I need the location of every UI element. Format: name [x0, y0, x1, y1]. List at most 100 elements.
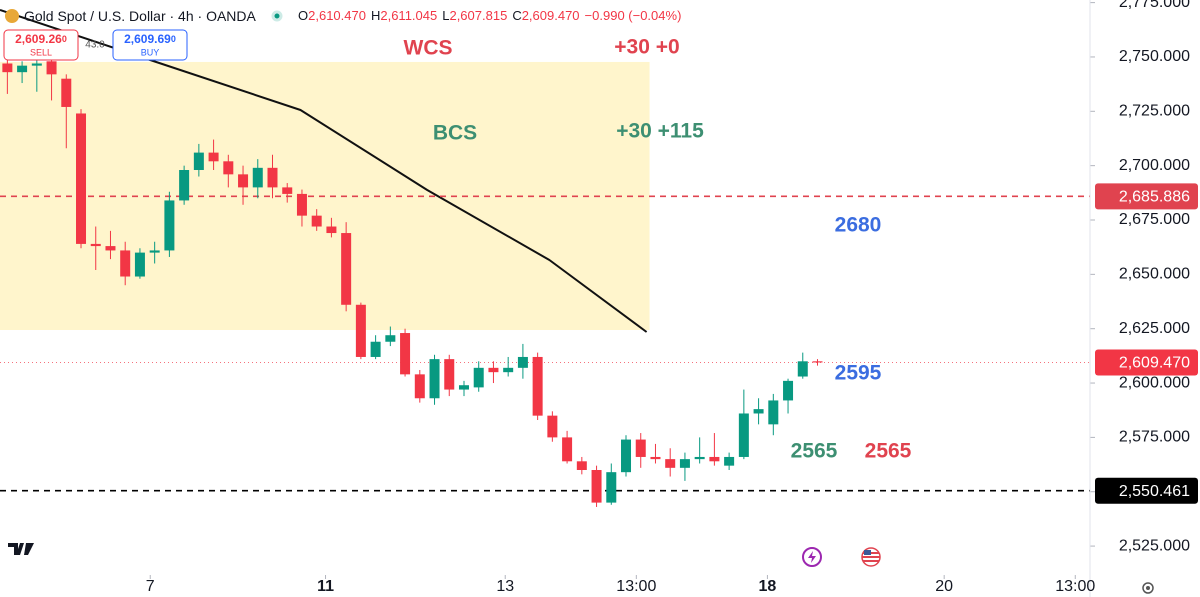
candle-body — [724, 456, 735, 466]
us-flag-icon — [861, 547, 881, 567]
buy-price-small: 0 — [171, 34, 176, 44]
candle-body — [694, 456, 705, 460]
price-label: 2,550.461 — [1119, 483, 1190, 500]
candle-body — [444, 359, 455, 390]
candle-body — [650, 456, 661, 460]
candle-body — [208, 152, 219, 162]
candle-body — [400, 333, 411, 375]
ohlc-label: C — [512, 8, 521, 23]
annotation: 2680 — [835, 214, 882, 237]
spread: 43.0 — [85, 40, 105, 51]
y-tick-label: 2,700.000 — [1119, 157, 1190, 174]
annotation: 2565 — [791, 440, 838, 463]
candle-body — [134, 252, 145, 277]
ohlc-label: O — [298, 8, 308, 23]
sell-price: 2,609.260 — [15, 32, 67, 46]
candle-body — [2, 63, 13, 73]
candle-body — [606, 472, 617, 503]
annotation: WCS — [404, 37, 453, 60]
sell-price-main: 2,609.26 — [15, 32, 62, 46]
buy-price-main: 2,609.69 — [124, 32, 171, 46]
ohlc-value: 2,611.045 — [380, 8, 437, 23]
change: −0.990 (−0.04%) — [585, 8, 682, 23]
candle-body — [414, 374, 425, 399]
candle-body — [282, 187, 293, 194]
candle-body — [517, 356, 528, 368]
candle-body — [341, 233, 352, 305]
candle-body — [31, 63, 42, 66]
candle-body — [753, 409, 764, 414]
price-label-box — [1095, 477, 1198, 504]
sell-price-small: 0 — [62, 34, 67, 44]
candle-body — [193, 152, 204, 170]
candle-body — [797, 361, 808, 377]
logo-dot — [5, 9, 19, 23]
annotation: +30 +115 — [616, 120, 704, 143]
candle-body — [679, 459, 690, 468]
y-tick-label: 2,725.000 — [1119, 103, 1190, 120]
overlay: 2,525.0002,550.0002,575.0002,600.0002,62… — [3, 0, 1198, 595]
y-tick-label: 2,625.000 — [1119, 320, 1190, 337]
candle-body — [90, 243, 101, 247]
annotation: 2595 — [835, 362, 882, 385]
candle-body — [61, 78, 72, 107]
buy-price: 2,609.690 — [124, 32, 176, 46]
ohlc: O2,610.470 H2,611.045 L2,607.815 C2,609.470… — [298, 8, 681, 23]
candle-body — [458, 385, 469, 390]
settings-icon[interactable] — [1142, 582, 1154, 594]
candle-body — [223, 161, 234, 175]
y-tick-label: 2,575.000 — [1119, 429, 1190, 446]
candle-body — [76, 113, 87, 244]
price-label: 2,609.470 — [1119, 355, 1190, 372]
candle-body — [532, 356, 543, 416]
candle-body — [120, 250, 131, 277]
candle-body — [429, 359, 440, 399]
candle-body — [547, 415, 558, 438]
annotation: BCS — [433, 122, 477, 145]
ohlc-value: 2,609.470 — [522, 8, 580, 23]
ohlc-value: 2,610.470 — [308, 8, 366, 23]
x-tick-label: 20 — [935, 578, 953, 595]
header: Gold Spot / U.S. Dollar · 4h · OANDA — [24, 8, 257, 24]
candle-body — [370, 341, 381, 357]
candle-body — [738, 413, 749, 457]
tv-logo — [8, 543, 34, 555]
candle-body — [267, 167, 278, 188]
plot — [0, 2, 1095, 579]
candle-body — [783, 380, 794, 401]
annotation: +30 +0 — [614, 36, 679, 59]
ohlc-label: L — [442, 8, 449, 23]
candle-body — [562, 437, 573, 462]
candle-body — [311, 215, 322, 227]
candle-body — [768, 400, 779, 425]
candle-body — [709, 456, 720, 462]
title: Gold Spot / U.S. Dollar · 4h · OANDA — [24, 8, 257, 24]
candle-body — [296, 193, 307, 216]
buy-box[interactable] — [112, 29, 188, 61]
sell-box[interactable] — [3, 29, 79, 61]
price-label-box — [1095, 349, 1198, 376]
candle-body — [355, 304, 366, 357]
candle-body — [665, 459, 676, 468]
x-tick-label: 7 — [146, 578, 155, 595]
annotation: 2565 — [865, 440, 912, 463]
status-dot — [271, 10, 283, 22]
candle-body — [591, 470, 602, 503]
y-tick-label: 2,525.000 — [1119, 537, 1190, 554]
ohlc-value: 2,607.815 — [449, 8, 507, 23]
x-tick-label: 13 — [496, 578, 514, 595]
candle-body — [503, 367, 514, 373]
candle-body — [621, 439, 632, 473]
candle-body — [473, 367, 484, 388]
y-tick-label: 2,675.000 — [1119, 211, 1190, 228]
candle-body — [812, 361, 823, 363]
y-tick-label: 2,750.000 — [1119, 48, 1190, 65]
candle-body — [326, 226, 337, 234]
y-tick-label: 2,600.000 — [1119, 374, 1190, 391]
flash-icon — [802, 547, 822, 567]
y-tick-label: 2,650.000 — [1119, 266, 1190, 283]
candle-body — [149, 250, 160, 253]
y-tick-label: 2,775.000 — [1119, 0, 1190, 11]
